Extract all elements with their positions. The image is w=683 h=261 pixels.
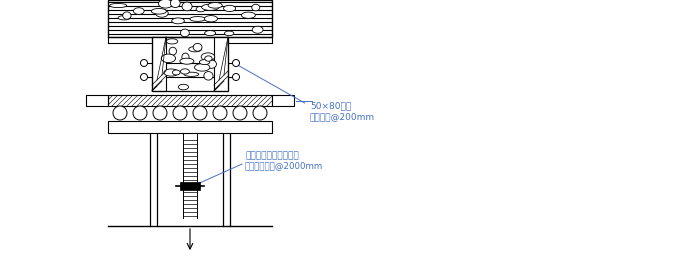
Ellipse shape bbox=[195, 64, 210, 71]
Circle shape bbox=[141, 74, 148, 80]
Ellipse shape bbox=[196, 7, 206, 12]
Ellipse shape bbox=[164, 69, 178, 76]
Bar bbox=[180, 182, 200, 190]
Ellipse shape bbox=[169, 47, 176, 55]
Circle shape bbox=[232, 74, 240, 80]
Bar bbox=[152, 37, 228, 91]
Ellipse shape bbox=[204, 16, 217, 22]
Ellipse shape bbox=[110, 3, 126, 8]
Circle shape bbox=[253, 106, 267, 120]
Ellipse shape bbox=[152, 8, 167, 14]
Bar bbox=[108, 0, 272, 37]
Ellipse shape bbox=[156, 9, 168, 17]
Bar bbox=[108, 121, 272, 133]
Ellipse shape bbox=[193, 43, 202, 51]
Circle shape bbox=[213, 106, 227, 120]
Ellipse shape bbox=[201, 4, 219, 10]
Bar bbox=[108, 95, 272, 106]
Circle shape bbox=[153, 106, 167, 120]
Ellipse shape bbox=[118, 16, 130, 20]
Ellipse shape bbox=[208, 3, 222, 8]
Ellipse shape bbox=[205, 56, 212, 61]
Ellipse shape bbox=[205, 31, 216, 36]
Ellipse shape bbox=[201, 53, 214, 61]
Bar bbox=[214, 37, 228, 91]
Ellipse shape bbox=[180, 69, 189, 74]
Text: 可调顶托，在梁底顺梁: 可调顶托，在梁底顺梁 bbox=[245, 151, 298, 160]
Ellipse shape bbox=[182, 2, 192, 11]
Ellipse shape bbox=[123, 12, 131, 19]
Ellipse shape bbox=[172, 70, 180, 75]
Ellipse shape bbox=[178, 84, 189, 90]
Circle shape bbox=[113, 106, 127, 120]
Circle shape bbox=[193, 106, 207, 120]
Bar bbox=[86, 95, 108, 106]
Ellipse shape bbox=[189, 46, 201, 52]
Ellipse shape bbox=[223, 5, 236, 11]
Bar bbox=[272, 95, 294, 106]
Circle shape bbox=[141, 60, 148, 67]
Ellipse shape bbox=[180, 29, 189, 37]
Ellipse shape bbox=[199, 60, 210, 65]
Ellipse shape bbox=[158, 0, 173, 8]
Ellipse shape bbox=[241, 12, 255, 18]
Ellipse shape bbox=[184, 72, 199, 76]
Ellipse shape bbox=[180, 58, 194, 64]
Ellipse shape bbox=[204, 72, 213, 80]
Ellipse shape bbox=[252, 26, 263, 33]
Ellipse shape bbox=[225, 31, 234, 36]
Circle shape bbox=[133, 106, 147, 120]
Ellipse shape bbox=[182, 53, 189, 61]
Circle shape bbox=[233, 106, 247, 120]
Ellipse shape bbox=[252, 4, 260, 11]
Text: 梁底木枵@200mm: 梁底木枵@200mm bbox=[310, 112, 375, 121]
Ellipse shape bbox=[161, 54, 176, 63]
Circle shape bbox=[173, 106, 187, 120]
Ellipse shape bbox=[190, 16, 206, 21]
Ellipse shape bbox=[167, 39, 178, 44]
Text: 50×80木方: 50×80木方 bbox=[234, 63, 351, 110]
Bar bbox=[152, 37, 166, 91]
Ellipse shape bbox=[206, 60, 217, 68]
Ellipse shape bbox=[133, 8, 144, 14]
Ellipse shape bbox=[171, 18, 184, 24]
Circle shape bbox=[232, 60, 240, 67]
Text: 长方向设一排@2000mm: 长方向设一排@2000mm bbox=[245, 161, 323, 170]
Ellipse shape bbox=[170, 0, 180, 8]
